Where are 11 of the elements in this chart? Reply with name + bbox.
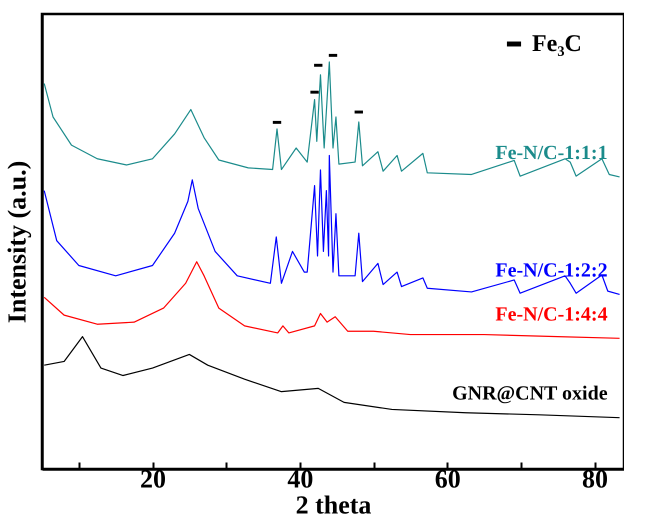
x-tick-label: 40 (287, 464, 314, 494)
x-tick-label: 80 (582, 464, 608, 494)
y-axis-title: Intensity (a.u.) (2, 160, 32, 324)
series-label: GNR@CNT oxide (452, 382, 608, 405)
x-axis-title: 2 theta (296, 490, 372, 520)
series-label: Fe-N/C-1:2:2 (495, 259, 608, 282)
x-tick-label: 20 (140, 464, 166, 494)
series-label: Fe-N/C-1:4:4 (495, 303, 608, 326)
x-tick-label: 60 (434, 464, 461, 494)
series-label: Fe-N/C-1:1:1 (495, 142, 608, 164)
legend-label: Fe₃C (532, 31, 582, 57)
